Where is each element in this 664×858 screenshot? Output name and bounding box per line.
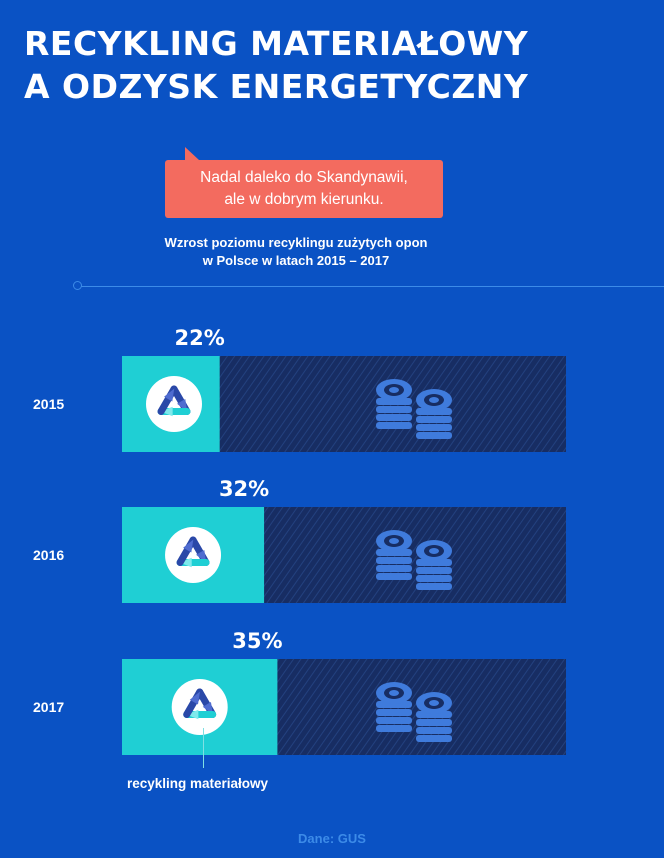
tire-stack-icon <box>376 379 452 439</box>
recycle-icon <box>146 376 202 432</box>
value-label: 32% <box>219 477 269 501</box>
value-label: 35% <box>232 629 282 653</box>
subtitle-line-2: w Polsce w latach 2015 – 2017 <box>202 253 390 268</box>
source-note: Dane: GUS <box>298 831 366 846</box>
legend-pointer-line <box>203 728 204 768</box>
chart-subtitle: Wzrost poziomu recyklingu zużytych opon … <box>130 234 462 270</box>
tire-stack-icon <box>376 530 452 590</box>
callout-line-1: Nadal daleko do Skandynawii, <box>200 169 408 186</box>
value-label: 22% <box>175 326 225 350</box>
page-title: RECYKLING MATERIAŁOWY A ODZYSK ENERGETYC… <box>24 22 528 108</box>
recycle-icon <box>165 527 222 583</box>
tire-stack-icon <box>376 682 452 742</box>
category-label: 2015 <box>33 396 64 412</box>
recycle-icon <box>171 679 228 735</box>
subtitle-line-1: Wzrost poziomu recyklingu zużytych opon <box>164 235 428 250</box>
callout-line-2: ale w dobrym kierunku. <box>224 191 384 208</box>
callout-bubble: Nadal daleko do Skandynawii, ale w dobry… <box>165 147 443 218</box>
divider-dot <box>73 281 82 290</box>
divider-line <box>80 286 664 287</box>
legend-label: recykling materiałowy <box>127 776 269 791</box>
category-label: 2017 <box>33 699 64 715</box>
title-line-2: A ODZYSK ENERGETYCZNY <box>24 67 529 106</box>
title-line-1: RECYKLING MATERIAŁOWY <box>24 24 529 63</box>
category-label: 2016 <box>33 547 64 563</box>
